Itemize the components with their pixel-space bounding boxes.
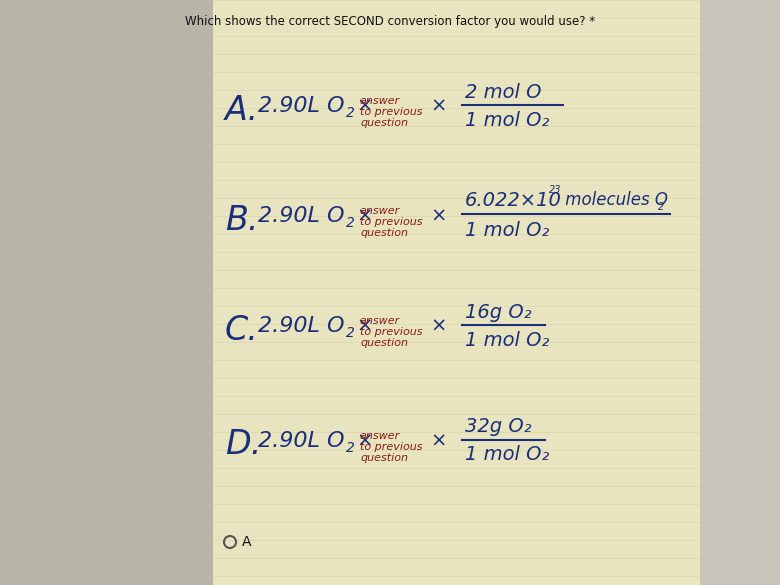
Text: 1 mol O₂: 1 mol O₂ <box>465 331 549 349</box>
Text: 2.90L O: 2.90L O <box>258 431 345 451</box>
Text: A: A <box>242 535 251 549</box>
Text: 2 mol O: 2 mol O <box>465 82 541 102</box>
Text: to previous: to previous <box>360 442 423 452</box>
Text: 2: 2 <box>658 202 665 212</box>
Text: 1 mol O₂: 1 mol O₂ <box>465 111 549 129</box>
Text: molecules O: molecules O <box>560 191 668 209</box>
Text: ×: × <box>356 432 372 450</box>
Text: answer: answer <box>360 431 400 441</box>
Text: ×: × <box>430 97 446 115</box>
Text: to previous: to previous <box>360 327 423 337</box>
Text: D.: D. <box>225 428 261 462</box>
Text: ×: × <box>430 207 446 225</box>
Text: 1 mol O₂: 1 mol O₂ <box>465 446 549 464</box>
Bar <box>0 0 213 585</box>
Text: 1 mol O₂: 1 mol O₂ <box>465 221 549 239</box>
Text: question: question <box>360 118 408 128</box>
Text: ×: × <box>356 316 372 336</box>
Text: 2: 2 <box>346 441 355 455</box>
Text: A.: A. <box>225 94 259 126</box>
Text: 6.022×10: 6.022×10 <box>465 191 562 209</box>
Text: ×: × <box>430 432 446 450</box>
Text: 2: 2 <box>346 216 355 230</box>
Bar <box>700 0 780 585</box>
Text: ×: × <box>430 316 446 336</box>
Text: question: question <box>360 338 408 348</box>
Text: 2: 2 <box>346 106 355 120</box>
Text: 2: 2 <box>346 326 355 340</box>
Text: question: question <box>360 228 408 238</box>
Text: answer: answer <box>360 96 400 106</box>
Text: answer: answer <box>360 206 400 216</box>
Text: answer: answer <box>360 316 400 326</box>
Text: 2.90L O: 2.90L O <box>258 316 345 336</box>
Text: B.: B. <box>225 204 258 236</box>
Text: 32g O₂: 32g O₂ <box>465 418 532 436</box>
Text: Which shows the correct SECOND conversion factor you would use? *: Which shows the correct SECOND conversio… <box>185 15 595 28</box>
Text: to previous: to previous <box>360 217 423 227</box>
Text: 23: 23 <box>549 185 562 195</box>
Text: 2.90L O: 2.90L O <box>258 96 345 116</box>
Text: C.: C. <box>225 314 259 346</box>
Text: 2.90L O: 2.90L O <box>258 206 345 226</box>
Text: ×: × <box>356 97 372 115</box>
Text: ×: × <box>356 207 372 225</box>
Text: to previous: to previous <box>360 107 423 117</box>
Text: 16g O₂: 16g O₂ <box>465 302 532 322</box>
Text: question: question <box>360 453 408 463</box>
